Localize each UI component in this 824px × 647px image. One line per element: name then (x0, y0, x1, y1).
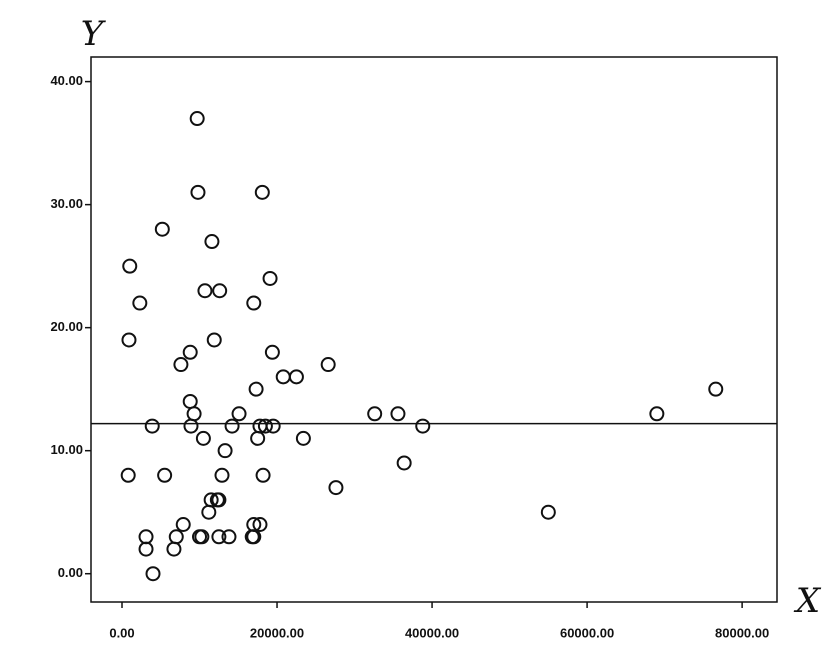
x-tick-label: 20000.00 (250, 625, 304, 640)
point (182, 393, 198, 409)
point (168, 529, 184, 545)
point (201, 504, 217, 520)
point (367, 406, 383, 422)
x-tick-label: 0.00 (109, 625, 134, 640)
point (204, 234, 220, 250)
point (231, 406, 247, 422)
point (206, 332, 222, 348)
point (217, 443, 233, 459)
point (197, 283, 213, 299)
point (224, 418, 240, 434)
point (183, 418, 199, 434)
point (262, 270, 278, 286)
x-tick-label: 40000.00 (405, 625, 459, 640)
y-tick-label: 0.00 (58, 565, 83, 580)
plot-frame (90, 56, 778, 603)
point (390, 406, 406, 422)
point (132, 295, 148, 311)
point (275, 369, 291, 385)
point (120, 467, 136, 483)
point (252, 516, 268, 532)
point (144, 418, 160, 434)
point (264, 344, 280, 360)
point (211, 492, 227, 508)
point (145, 566, 161, 582)
point (194, 529, 210, 545)
point (396, 455, 412, 471)
point (288, 369, 304, 385)
point (221, 529, 237, 545)
x-tick-label: 80000.00 (715, 625, 769, 640)
point (175, 516, 191, 532)
point (328, 480, 344, 496)
point (248, 381, 264, 397)
point (121, 332, 137, 348)
point (214, 467, 230, 483)
point (246, 529, 262, 545)
point (415, 418, 431, 434)
point (320, 357, 336, 373)
point (211, 529, 227, 545)
y-tick-label: 30.00 (50, 196, 83, 211)
y-tick-label: 20.00 (50, 319, 83, 334)
point (138, 541, 154, 557)
point (189, 111, 205, 127)
point (166, 541, 182, 557)
point (708, 381, 724, 397)
point (190, 184, 206, 200)
y-axis-title: Y (81, 14, 107, 54)
point (186, 406, 202, 422)
x-tick-label: 60000.00 (560, 625, 614, 640)
point (257, 418, 273, 434)
y-tick-label: 40.00 (50, 73, 83, 88)
point (255, 467, 271, 483)
point (540, 504, 556, 520)
point (649, 406, 665, 422)
point (182, 344, 198, 360)
point (295, 430, 311, 446)
point (203, 492, 219, 508)
x-axis-title: X (793, 581, 822, 621)
point (154, 221, 170, 237)
point (122, 258, 138, 274)
point (195, 430, 211, 446)
y-tick-label: 10.00 (50, 442, 83, 457)
point (138, 529, 154, 545)
point (254, 184, 270, 200)
point (157, 467, 173, 483)
point (250, 430, 266, 446)
point (173, 357, 189, 373)
point (265, 418, 281, 434)
point (212, 283, 228, 299)
point (246, 295, 262, 311)
